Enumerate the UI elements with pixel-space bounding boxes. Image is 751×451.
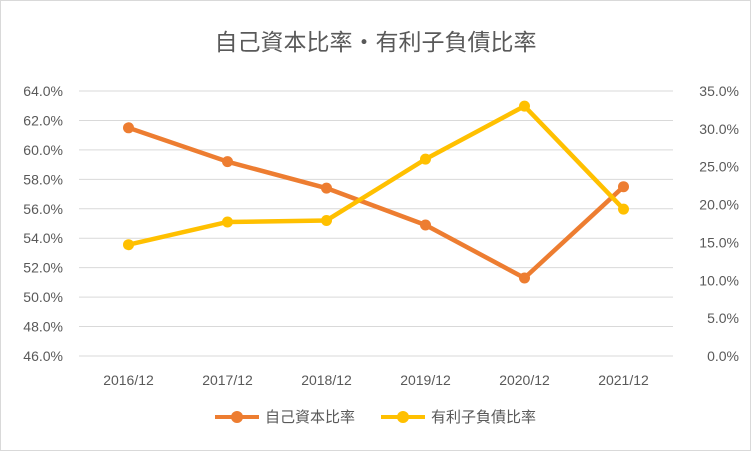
- y-left-tick-label: 54.0%: [23, 230, 63, 246]
- data-point-0-0: [123, 122, 134, 134]
- data-point-0-4: [519, 272, 530, 284]
- y-right-tick-label: 15.0%: [699, 234, 739, 250]
- data-point-1-3: [420, 153, 431, 165]
- y-right-tick-label: 35.0%: [699, 83, 739, 99]
- data-point-1-5: [618, 203, 629, 215]
- y-right-tick-label: 20.0%: [699, 197, 739, 213]
- y-left-tick-label: 64.0%: [23, 83, 63, 99]
- data-point-0-1: [222, 156, 233, 168]
- legend-entry-equity-ratio[interactable]: 自己資本比率: [214, 406, 355, 427]
- legend-entry-debt-ratio[interactable]: 有利子負債比率: [381, 406, 536, 427]
- y-left-tick-label: 56.0%: [23, 201, 63, 217]
- y-right-tick-label: 25.0%: [699, 159, 739, 175]
- y-left-tick-label: 60.0%: [23, 142, 63, 158]
- series-line-0: [126, 125, 626, 281]
- data-point-1-1: [222, 216, 233, 228]
- x-tick-label: 2017/12: [202, 372, 253, 388]
- y-left-tick-label: 50.0%: [23, 289, 63, 305]
- series-line-1: [126, 103, 626, 247]
- data-point-0-3: [420, 219, 431, 231]
- y-left-tick-label: 62.0%: [23, 112, 63, 128]
- data-point-0-2: [321, 182, 332, 194]
- y-left-tick-label: 46.0%: [23, 348, 63, 364]
- x-tick-label: 2016/12: [103, 372, 154, 388]
- data-point-1-4: [519, 100, 530, 112]
- x-tick-label: 2021/12: [598, 372, 649, 388]
- y-left-tick-label: 58.0%: [23, 171, 63, 187]
- y-right-tick-label: 5.0%: [707, 310, 739, 326]
- legend-marker-equity-ratio: [214, 410, 259, 423]
- legend-label-debt-ratio: 有利子負債比率: [431, 408, 537, 426]
- legend-dot-equity-ratio: [230, 410, 243, 423]
- y-right-tick-label: 30.0%: [699, 121, 739, 137]
- legend-marker-debt-ratio: [381, 410, 425, 423]
- chart-legend: 自己資本比率 有利子負債比率: [1, 406, 750, 427]
- x-tick-label: 2018/12: [301, 372, 352, 388]
- x-tick-label: 2019/12: [400, 372, 451, 388]
- y-left-tick-label: 52.0%: [23, 260, 63, 276]
- legend-label-equity-ratio: 自己資本比率: [264, 408, 355, 426]
- y-left-tick-label: 48.0%: [23, 319, 63, 335]
- y-right-tick-label: 10.0%: [699, 272, 739, 288]
- data-point-1-2: [321, 214, 332, 226]
- y-right-tick-label: 0.0%: [707, 348, 739, 364]
- data-point-0-5: [618, 181, 629, 193]
- legend-dot-debt-ratio: [397, 410, 409, 423]
- x-tick-label: 2020/12: [499, 372, 550, 388]
- data-point-1-0: [123, 239, 134, 251]
- chart-title: 自己資本比率・有利子負債比率: [214, 30, 537, 56]
